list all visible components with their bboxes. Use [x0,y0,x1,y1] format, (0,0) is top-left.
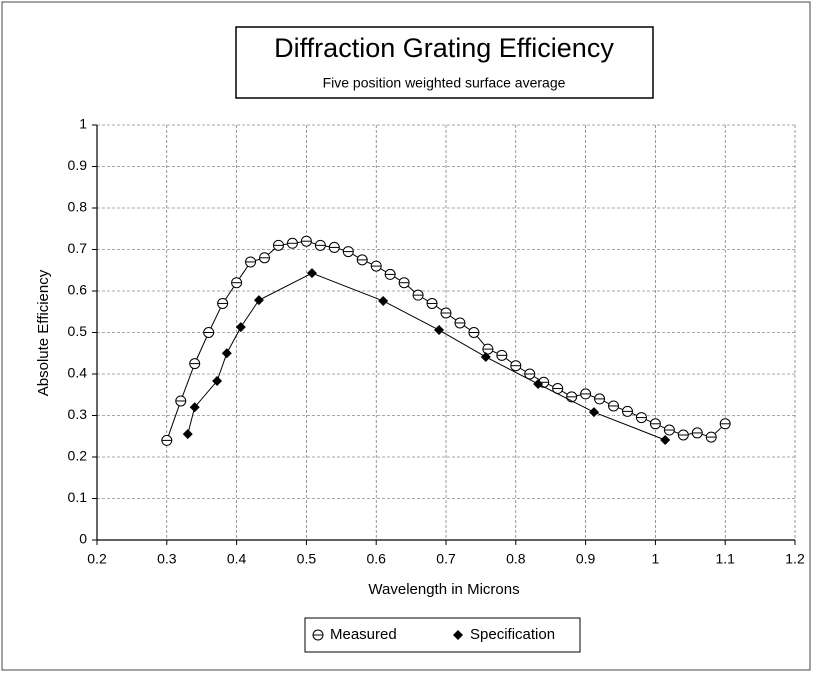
y-tick-label: 0.4 [68,365,88,381]
marker-circle [342,246,354,258]
marker-circle [691,427,703,439]
marker-circle [398,277,410,289]
marker-circle [272,239,284,251]
y-tick-label: 1 [79,116,87,132]
y-tick-label: 0.5 [68,323,88,339]
legend-label: Measured [330,626,397,643]
x-tick-label: 0.3 [157,551,177,567]
marker-diamond [189,402,200,413]
marker-circle [384,268,396,280]
marker-diamond [306,268,317,279]
marker-circle [524,368,536,380]
y-tick-label: 0.7 [68,240,88,256]
x-tick-label: 0.9 [576,551,596,567]
marker-circle [426,297,438,309]
marker-circle [245,256,257,268]
marker-circle [259,252,271,264]
marker-circle [705,431,717,443]
marker-circle [312,629,324,641]
x-tick-label: 0.6 [366,551,386,567]
marker-circle [677,429,689,441]
marker-diamond [480,351,491,362]
x-tick-label: 1 [652,551,660,567]
marker-circle [203,327,215,338]
marker-circle [217,297,229,309]
marker-circle [496,349,508,361]
y-tick-label: 0.9 [68,157,88,173]
marker-diamond [212,376,223,387]
marker-diamond [588,407,599,418]
marker-diamond [378,295,389,306]
marker-circle [412,289,424,301]
x-tick-label: 0.5 [297,551,317,567]
marker-diamond [221,348,232,359]
marker-circle [175,395,187,407]
x-tick-label: 0.4 [227,551,247,567]
x-axis-label: Wavelength in Microns [368,581,519,598]
chart-subtitle: Five position weighted surface average [323,75,566,91]
y-tick-label: 0.8 [68,199,88,215]
marker-circle [286,237,298,249]
marker-diamond [533,378,544,389]
marker-circle [161,434,173,446]
x-tick-label: 0.7 [436,551,456,567]
marker-circle [566,391,578,403]
y-axis-label: Absolute Efficiency [35,269,52,396]
x-tick-label: 0.2 [87,551,107,567]
marker-circle [328,241,340,253]
marker-diamond [434,325,445,336]
x-tick-label: 0.8 [506,551,526,567]
y-tick-label: 0.1 [68,489,88,505]
marker-circle [454,317,466,329]
marker-diamond [253,295,264,306]
marker-circle [482,343,494,355]
marker-circle [719,418,731,430]
marker-circle [608,400,620,412]
marker-circle [635,412,647,424]
marker-circle [594,393,606,405]
y-tick-label: 0.6 [68,282,88,298]
marker-circle [356,254,368,266]
x-tick-label: 1.1 [715,551,735,567]
marker-circle [510,360,522,372]
marker-circle [468,327,480,338]
marker-circle [580,388,592,400]
marker-diamond [660,434,671,445]
legend-label: Specification [470,626,555,643]
marker-circle [621,405,633,417]
marker-circle [189,358,201,370]
marker-diamond [182,429,193,440]
y-tick-label: 0.3 [68,406,88,422]
marker-circle [231,277,243,289]
y-tick-label: 0 [79,531,87,547]
marker-diamond [453,630,463,640]
marker-circle [663,424,675,436]
marker-circle [440,307,452,319]
y-tick-label: 0.2 [68,448,88,464]
marker-diamond [235,322,246,333]
marker-circle [300,235,312,247]
chart-title: Diffraction Grating Efficiency [274,33,614,63]
marker-circle [370,260,382,272]
x-tick-label: 1.2 [785,551,805,567]
title-box [235,26,654,99]
marker-circle [649,418,661,430]
marker-circle [314,239,326,251]
legend-box [304,617,581,653]
